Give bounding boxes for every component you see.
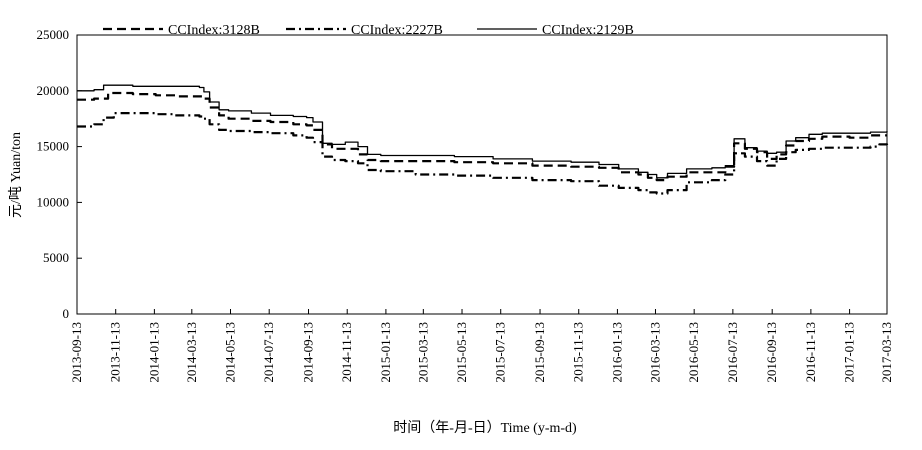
y-tick-label: 10000	[37, 194, 70, 209]
series-line	[77, 91, 887, 182]
x-tick-label: 2015-05-13	[454, 322, 469, 383]
y-tick-label: 25000	[37, 27, 70, 42]
y-tick-label: 20000	[37, 83, 70, 98]
x-tick-label: 2015-11-13	[571, 322, 586, 382]
x-tick-label: 2016-05-13	[686, 322, 701, 383]
x-tick-label: 2017-03-13	[879, 322, 894, 383]
x-tick-label: 2014-05-13	[223, 322, 238, 383]
y-axis-title: 元/吨 Yuan/ton	[8, 132, 24, 218]
plot-area	[76, 34, 888, 315]
y-tick-label: 0	[63, 306, 70, 321]
x-tick-label: 2016-03-13	[647, 322, 662, 383]
x-tick-label: 2017-01-13	[842, 322, 857, 383]
x-axis-title: 时间（年-月-日）Time (y-m-d)	[393, 420, 577, 436]
x-tick-label: 2014-11-13	[339, 322, 354, 382]
x-tick-label: 2015-01-13	[378, 322, 393, 383]
y-tick-label: 15000	[37, 139, 70, 154]
legend-label: CCIndex:2129B	[542, 23, 634, 38]
x-tick-label: 2016-01-13	[609, 322, 624, 383]
x-axis: 2013-09-13 2013-11-13 2014-01-13 2014-03-13…	[69, 309, 894, 383]
x-tick-label: 2016-09-13	[764, 322, 779, 383]
x-tick-label: 2013-09-13	[69, 322, 84, 383]
x-tick-label: 2016-11-13	[803, 322, 818, 382]
x-tick-label: 2015-03-13	[415, 322, 430, 383]
series-group	[77, 84, 889, 195]
legend: CCIndex:3128B CCIndex:2227B CCIndex:2129B	[103, 23, 634, 38]
x-tick-label: 2014-09-13	[301, 322, 316, 383]
plot-frame	[76, 34, 888, 315]
legend-label: CCIndex:2227B	[351, 23, 443, 38]
series-line	[77, 84, 888, 179]
y-axis: 0 5000 10000 15000 20000 25000	[37, 27, 82, 321]
x-tick-label: 2014-01-13	[146, 322, 161, 383]
x-tick-label: 2015-07-13	[493, 322, 508, 383]
x-tick-label: 2016-07-13	[725, 322, 740, 383]
x-tick-label: 2013-11-13	[108, 322, 123, 382]
y-tick-label: 5000	[43, 250, 69, 265]
x-tick-label: 2014-07-13	[261, 322, 276, 383]
x-tick-label: 2014-03-13	[184, 322, 199, 383]
x-tick-label: 2015-09-13	[532, 322, 547, 383]
legend-label: CCIndex:3128B	[168, 23, 260, 38]
